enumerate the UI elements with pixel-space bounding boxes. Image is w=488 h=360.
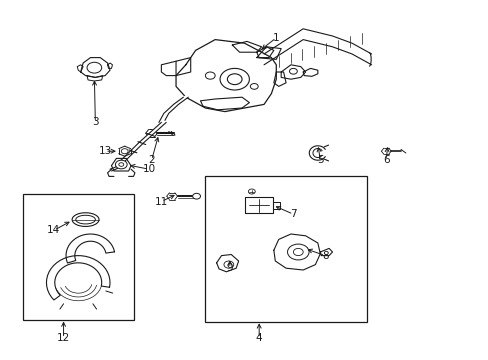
Text: 7: 7 [289,209,296,219]
Polygon shape [66,234,114,263]
Circle shape [205,72,215,79]
Text: 3: 3 [92,117,99,127]
Text: 9: 9 [226,263,233,273]
Circle shape [115,160,127,169]
Text: 5: 5 [316,155,323,165]
Polygon shape [87,76,102,81]
Polygon shape [46,256,110,300]
Polygon shape [256,47,281,59]
Polygon shape [216,255,238,272]
Polygon shape [303,68,317,76]
Text: 1: 1 [272,33,279,43]
Polygon shape [245,197,272,213]
Polygon shape [281,65,305,79]
Circle shape [192,193,200,199]
Text: 6: 6 [382,155,389,165]
Polygon shape [107,63,112,68]
Polygon shape [176,58,190,76]
Polygon shape [81,58,110,77]
Text: 11: 11 [154,197,168,207]
Bar [23,194,134,320]
Text: 12: 12 [57,333,70,343]
Text: 2: 2 [148,155,155,165]
Polygon shape [256,47,273,58]
Polygon shape [320,248,332,256]
Polygon shape [273,234,320,270]
Bar [205,176,366,322]
Polygon shape [273,72,285,86]
Polygon shape [111,158,131,171]
Text: 13: 13 [98,146,112,156]
Text: 14: 14 [47,225,61,235]
Polygon shape [176,40,276,112]
Polygon shape [77,65,83,72]
Circle shape [87,62,102,73]
Text: 4: 4 [255,333,262,343]
Text: 10: 10 [142,164,155,174]
Polygon shape [200,97,249,110]
Circle shape [224,261,233,268]
Circle shape [250,84,258,89]
Polygon shape [232,41,261,52]
Text: 8: 8 [321,251,328,261]
Polygon shape [272,202,279,209]
Circle shape [287,244,308,260]
